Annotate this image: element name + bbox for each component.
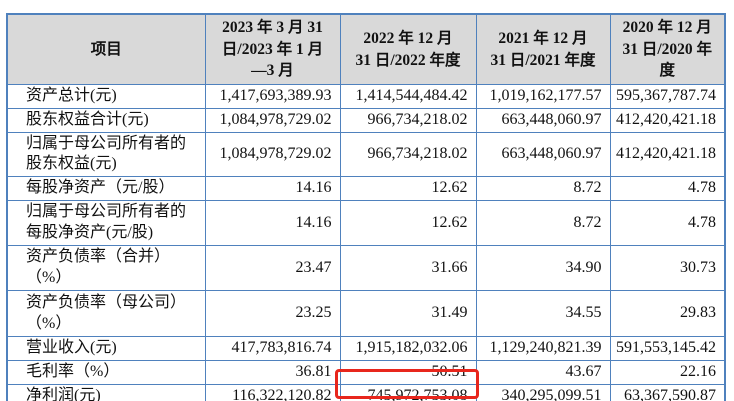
cell-value: 12.62	[339, 176, 477, 202]
cell-value: 63,367,590.87	[609, 383, 726, 401]
table-row-total-assets: 资产总计(元) 1,417,693,389.93 1,414,544,484.4…	[6, 84, 726, 109]
row-label: 营业收入(元)	[6, 336, 206, 361]
table-row-net-profit: 净利润(元) 116,322,120.82 745,972,753.08 340…	[6, 383, 726, 401]
row-label: 每股净资产（元/股）	[6, 176, 206, 202]
row-label: 毛利率（%）	[6, 359, 206, 385]
cell-value: 591,553,145.42	[609, 336, 726, 361]
cell-value: 4.78	[609, 176, 726, 202]
cell-value: 23.47	[204, 245, 341, 292]
table-header-row: 项目 2023 年 3 月 31 日/2023 年 1 月 —3 月 2022 …	[6, 13, 726, 86]
header-period-2020: 2020 年 12 月 31 日/2020 年 度	[609, 13, 726, 86]
header-period-2022: 2022 年 12 月 31 日/2022 年度	[339, 13, 477, 86]
table-row-operating-revenue: 营业收入(元) 417,783,816.74 1,915,182,032.06 …	[6, 336, 726, 361]
cell-value: 14.16	[204, 176, 341, 202]
cell-value: 31.49	[339, 290, 477, 338]
cell-value: 36.81	[204, 359, 341, 385]
cell-value: 116,322,120.82	[204, 383, 341, 401]
table-row-total-equity: 股东权益合计(元) 1,084,978,729.02 966,734,218.0…	[6, 107, 726, 133]
table-row-net-assets-per-share: 每股净资产（元/股） 14.16 12.62 8.72 4.78	[6, 176, 726, 202]
row-label: 归属于母公司所有者的 股东权益(元)	[6, 131, 206, 178]
table-row-parent-net-assets-per-share: 归属于母公司所有者的 每股净资产(元/股) 14.16 12.62 8.72 4…	[6, 200, 726, 247]
cell-value: 8.72	[475, 176, 611, 202]
table-row-debt-ratio-consolidated: 资产负债率（合并） （%） 23.47 31.66 34.90 30.73	[6, 245, 726, 292]
cell-value: 4.78	[609, 200, 726, 247]
cell-value-highlighted: 745,972,753.08	[339, 383, 477, 401]
cell-value: 966,734,218.02	[339, 107, 477, 133]
cell-value: 8.72	[475, 200, 611, 247]
cell-value: 22.16	[609, 359, 726, 385]
cell-value: 412,420,421.18	[609, 107, 726, 133]
cell-value: 1,414,544,484.42	[339, 84, 477, 109]
cell-value: 30.73	[609, 245, 726, 292]
cell-value: 1,019,162,177.57	[475, 84, 611, 109]
row-label: 资产负债率（母公司） （%）	[6, 290, 206, 338]
cell-value: 1,417,693,389.93	[204, 84, 341, 109]
cell-value: 595,367,787.74	[609, 84, 726, 109]
cell-value: 417,783,816.74	[204, 336, 341, 361]
cell-value: 31.66	[339, 245, 477, 292]
cell-value: 34.55	[475, 290, 611, 338]
table-row-parent-equity: 归属于母公司所有者的 股东权益(元) 1,084,978,729.02 966,…	[6, 131, 726, 178]
table-row-debt-ratio-parent: 资产负债率（母公司） （%） 23.25 31.49 34.55 29.83	[6, 290, 726, 338]
financial-table-wrap: 项目 2023 年 3 月 31 日/2023 年 1 月 —3 月 2022 …	[6, 13, 726, 401]
cell-value: 966,734,218.02	[339, 131, 477, 178]
cell-value: 29.83	[609, 290, 726, 338]
cell-value: 663,448,060.97	[475, 131, 611, 178]
header-item: 项目	[6, 13, 206, 86]
cell-value: 1,915,182,032.06	[339, 336, 477, 361]
header-period-2021: 2021 年 12 月 31 日/2021 年度	[475, 13, 611, 86]
cell-value: 12.62	[339, 200, 477, 247]
cell-value: 663,448,060.97	[475, 107, 611, 133]
header-period-2023: 2023 年 3 月 31 日/2023 年 1 月 —3 月	[204, 13, 341, 86]
row-label: 归属于母公司所有者的 每股净资产(元/股)	[6, 200, 206, 247]
row-label: 资产负债率（合并） （%）	[6, 245, 206, 292]
row-label: 资产总计(元)	[6, 84, 206, 109]
cell-value: 14.16	[204, 200, 341, 247]
cell-value: 1,129,240,821.39	[475, 336, 611, 361]
row-label: 股东权益合计(元)	[6, 107, 206, 133]
cell-value: 43.67	[475, 359, 611, 385]
row-label: 净利润(元)	[6, 383, 206, 401]
cell-value: 34.90	[475, 245, 611, 292]
cell-value: 50.51	[339, 359, 477, 385]
table-row-gross-margin: 毛利率（%） 36.81 50.51 43.67 22.16	[6, 359, 726, 385]
cell-value: 412,420,421.18	[609, 131, 726, 178]
cell-value: 1,084,978,729.02	[204, 107, 341, 133]
financial-table: 项目 2023 年 3 月 31 日/2023 年 1 月 —3 月 2022 …	[6, 13, 726, 401]
cell-value: 23.25	[204, 290, 341, 338]
cell-value: 1,084,978,729.02	[204, 131, 341, 178]
cell-value: 340,295,099.51	[475, 383, 611, 401]
